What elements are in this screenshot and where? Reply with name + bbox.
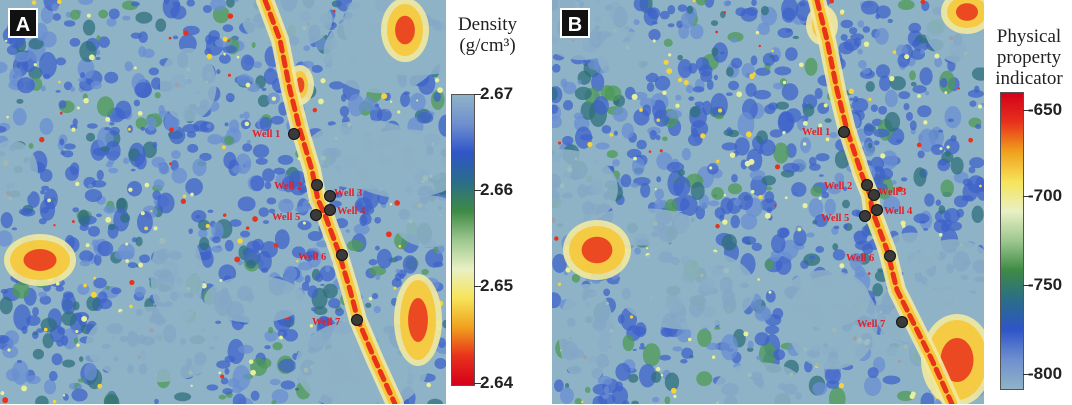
well-dot (896, 316, 908, 328)
well-label: Well 4 (884, 206, 913, 217)
well-label: Well 3 (334, 188, 362, 199)
colorbar-tick (1023, 285, 1030, 286)
well-label: Well 6 (298, 252, 326, 263)
density-map: Well 1 Well 2 Well 3 Well 4 Well 5 Well 6 Well… (0, 0, 446, 404)
well-marker: Well 1 (802, 126, 850, 138)
well-marker: Well 6 (298, 249, 348, 263)
well-dot (861, 179, 873, 191)
colorbar-tick (1023, 196, 1030, 197)
density-map-canvas: Well 1 Well 2 Well 3 Well 4 Well 5 Well 6 Well… (0, 0, 446, 404)
colorbar-tick-label: 2.64 (480, 373, 514, 392)
well-marker: Well 2 (274, 179, 323, 192)
panel-label-a: A (8, 8, 38, 38)
colorbar-tick (474, 383, 481, 384)
colorbar-tick (474, 286, 481, 287)
physical-property-colorbar (1000, 92, 1024, 390)
well-dot (884, 250, 896, 262)
well-label: Well 7 (312, 317, 340, 328)
legend-title-line: Density (457, 14, 518, 35)
colorbar-tick (474, 94, 481, 95)
colorbar-tick-label: -800 (1028, 364, 1063, 383)
well-label: Well 6 (846, 253, 874, 264)
panel-label-b: B (560, 8, 590, 38)
well-label: Well 2 (274, 181, 302, 192)
well-dot (871, 204, 883, 216)
well-marker: Well 7 (312, 314, 363, 328)
well-marker: Well 4 (324, 204, 366, 217)
colorbar-tick (1023, 374, 1030, 375)
well-label: Well 2 (824, 181, 852, 192)
colorbar-tick-label: -700 (1028, 186, 1063, 205)
well-marker: Well 2 (824, 179, 873, 192)
well-dot (324, 204, 336, 216)
well-dot (868, 189, 880, 201)
density-colorbar (451, 94, 475, 386)
well-dot (351, 314, 363, 326)
colorbar-tick (474, 190, 481, 191)
well-marker: Well 7 (857, 316, 908, 330)
well-dot (336, 249, 348, 261)
well-label: Well 5 (272, 212, 300, 223)
colorbar-tick (1023, 110, 1030, 111)
legend-title-line: property (996, 47, 1062, 68)
density-legend-title: Density (g/cm³) (450, 14, 525, 56)
well-dot (324, 190, 336, 202)
well-dot (859, 210, 871, 222)
colorbar-tick-label: 2.65 (480, 276, 514, 295)
physical-property-map-canvas: Well 1 Well 2 Well 3 Well 4 Well 5 Well 6 Well… (552, 0, 984, 404)
well-label: Well 4 (337, 206, 366, 217)
well-marker: Well 4 (871, 204, 913, 217)
colorbar-tick-label: 2.67 (480, 84, 514, 103)
well-dot (838, 126, 850, 138)
well-marker: Well 3 (324, 188, 362, 202)
well-label: Well 1 (802, 127, 830, 138)
well-label: Well 7 (857, 319, 885, 330)
legend-title-line: indicator (995, 68, 1063, 89)
well-label: Well 5 (821, 213, 849, 224)
well-marker: Well 6 (846, 250, 896, 264)
legend-title-line: Physical (996, 26, 1062, 47)
colorbar-tick-label: -750 (1028, 275, 1063, 294)
well-dot (288, 128, 300, 140)
physical-property-legend-title: Physical property indicator (986, 26, 1072, 89)
legend-title-line: (g/cm³) (459, 35, 516, 56)
well-label: Well 3 (878, 187, 906, 198)
colorbar-tick-label: -650 (1028, 100, 1063, 119)
well-label: Well 1 (252, 129, 280, 140)
colorbar-tick-label: 2.66 (480, 180, 514, 199)
well-dot (311, 179, 323, 191)
well-marker: Well 1 (252, 128, 300, 140)
well-marker: Well 3 (868, 187, 906, 201)
physical-property-map: Well 1 Well 2 Well 3 Well 4 Well 5 Well 6 Well… (552, 0, 984, 404)
well-dot (310, 209, 322, 221)
well-marker: Well 5 (821, 210, 871, 224)
well-marker: Well 5 (272, 209, 322, 223)
